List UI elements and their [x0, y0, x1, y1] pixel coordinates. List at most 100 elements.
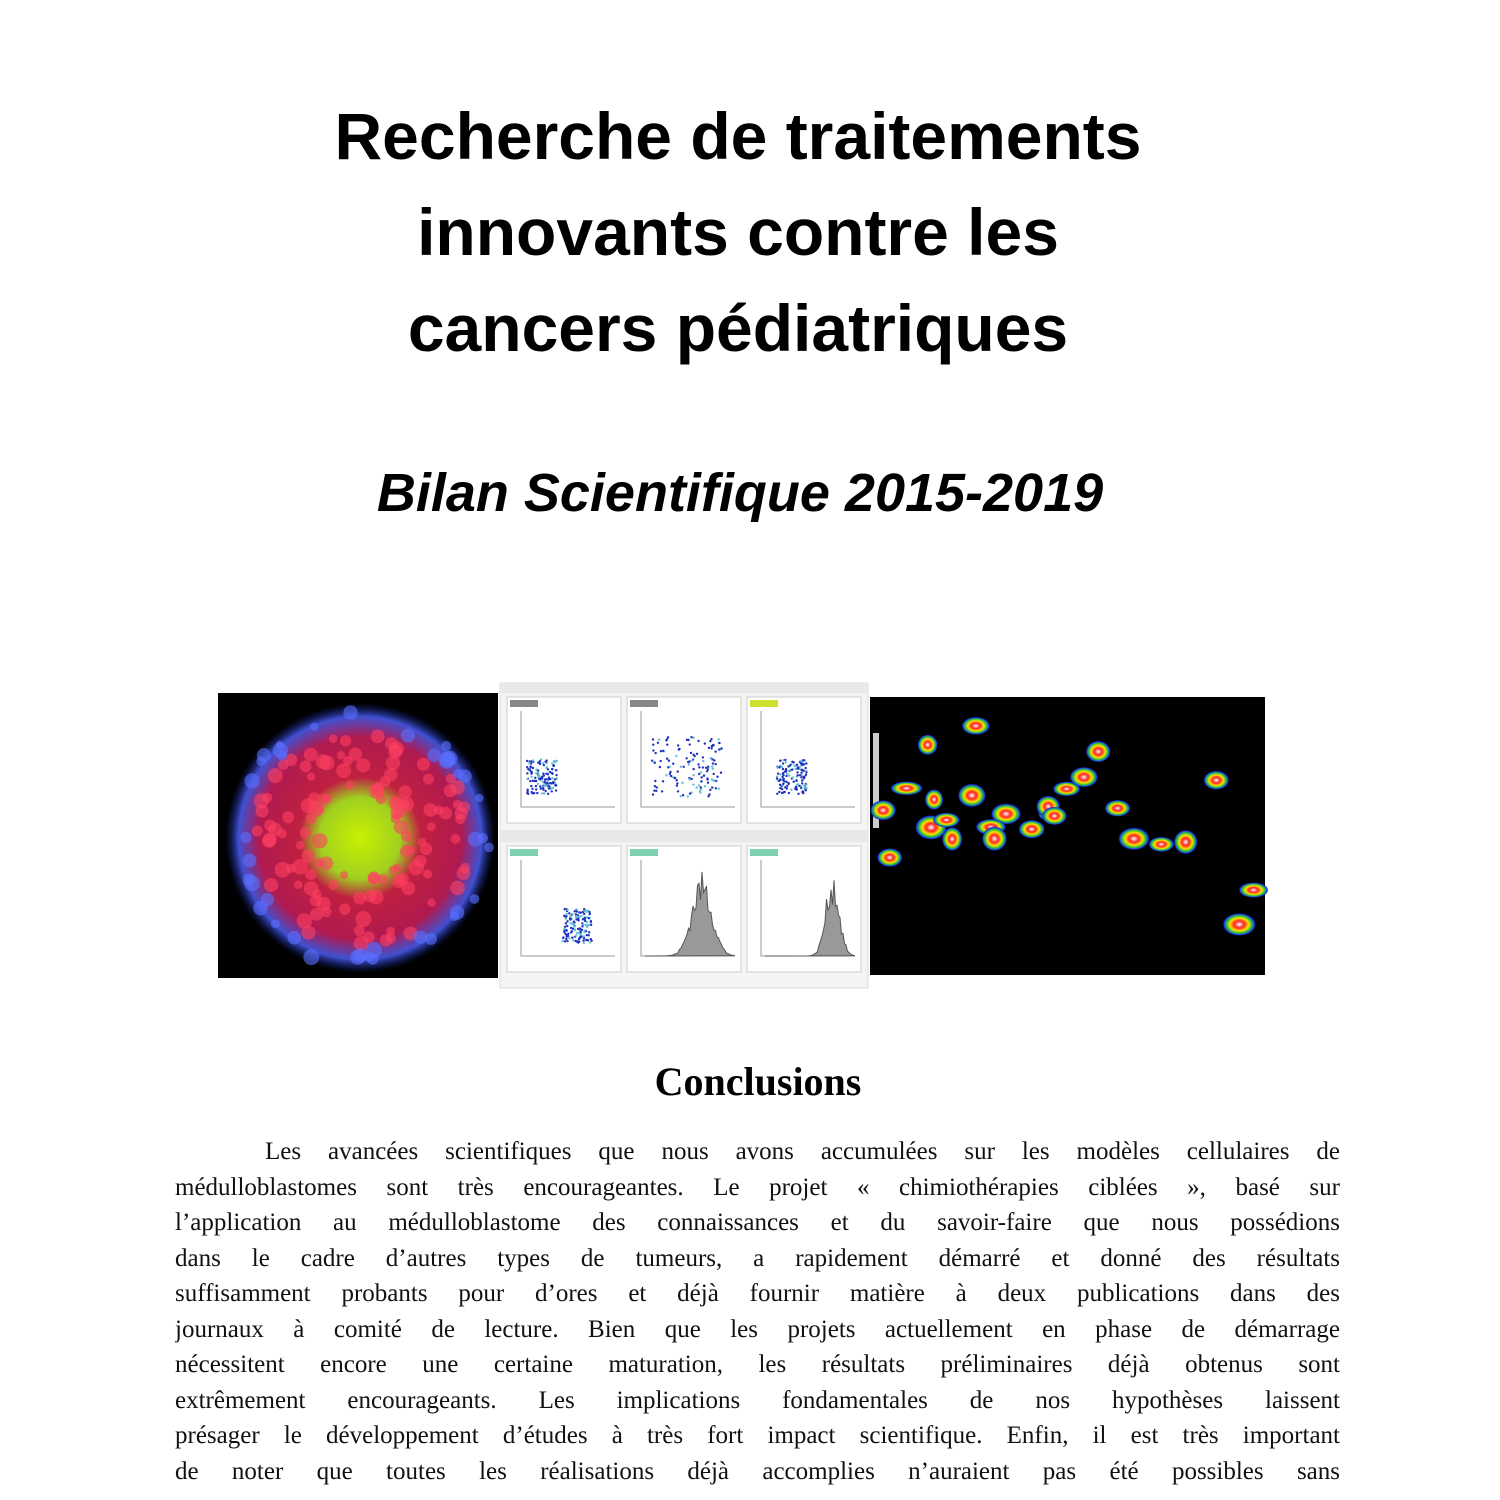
event — [587, 916, 590, 920]
event — [805, 783, 808, 786]
event — [651, 793, 655, 796]
event — [655, 789, 658, 793]
event — [675, 784, 679, 787]
cell — [459, 862, 471, 874]
event — [542, 763, 546, 767]
plot-frame — [746, 845, 862, 973]
event — [528, 761, 531, 765]
event — [536, 769, 540, 772]
cell — [277, 759, 289, 770]
event — [542, 774, 546, 777]
cell — [399, 799, 410, 810]
cell — [312, 833, 328, 849]
event — [691, 758, 695, 761]
event — [582, 923, 585, 926]
cell — [477, 832, 489, 844]
event — [580, 934, 583, 937]
event — [583, 908, 586, 911]
event — [583, 929, 586, 932]
event — [802, 759, 805, 762]
event — [544, 784, 547, 787]
plot-tag — [510, 849, 538, 856]
event — [526, 792, 530, 796]
cell-spot — [1036, 795, 1061, 818]
event — [692, 773, 695, 777]
event — [669, 774, 673, 778]
cell-spot — [990, 803, 1022, 825]
cell — [282, 811, 295, 824]
cell — [454, 806, 468, 820]
event — [676, 744, 680, 747]
event — [779, 759, 782, 762]
event — [539, 785, 542, 788]
event — [581, 925, 584, 928]
event — [548, 777, 552, 781]
event — [711, 758, 714, 761]
cell — [401, 881, 416, 896]
event — [545, 782, 548, 785]
cell — [427, 748, 442, 763]
event — [572, 921, 576, 924]
event — [719, 747, 722, 751]
event — [553, 778, 557, 781]
event — [797, 792, 800, 796]
event — [776, 792, 779, 796]
event — [570, 930, 574, 933]
event — [784, 767, 788, 771]
event — [701, 766, 705, 769]
event — [801, 790, 805, 793]
event — [685, 738, 689, 742]
cell — [441, 740, 452, 752]
event — [546, 792, 550, 796]
event — [583, 912, 586, 916]
cell — [301, 925, 316, 940]
event — [548, 781, 552, 785]
cell — [343, 756, 353, 766]
event — [776, 779, 780, 782]
event — [545, 761, 549, 765]
event — [795, 787, 798, 790]
event — [719, 771, 723, 774]
event — [705, 769, 709, 773]
event — [590, 939, 593, 942]
event — [576, 914, 580, 917]
event — [578, 940, 581, 943]
event — [711, 765, 714, 768]
event — [553, 781, 556, 785]
cell — [364, 952, 374, 962]
event — [571, 912, 574, 916]
event — [575, 910, 578, 913]
event — [547, 778, 550, 781]
event — [565, 937, 568, 941]
event — [714, 787, 718, 790]
cell — [353, 891, 367, 905]
cell — [313, 858, 324, 868]
event — [798, 760, 802, 764]
event — [801, 768, 804, 772]
event — [547, 787, 551, 790]
title-line: Recherche de traitements — [334, 99, 1142, 173]
event — [584, 923, 588, 927]
event — [573, 925, 576, 928]
event — [782, 758, 785, 762]
event — [672, 762, 675, 765]
cell — [484, 842, 494, 853]
event — [795, 764, 798, 767]
event — [801, 763, 804, 767]
cell — [262, 834, 276, 848]
event — [688, 743, 691, 746]
event — [551, 767, 554, 771]
event — [531, 766, 535, 770]
cell — [366, 941, 382, 958]
cell — [268, 822, 282, 837]
event — [539, 778, 542, 781]
cell — [343, 705, 358, 720]
event — [537, 773, 540, 777]
event — [801, 759, 804, 762]
cell — [367, 871, 381, 884]
event — [673, 776, 677, 780]
event — [711, 762, 715, 765]
event — [795, 767, 798, 771]
cell — [408, 859, 425, 876]
axes — [760, 860, 855, 957]
